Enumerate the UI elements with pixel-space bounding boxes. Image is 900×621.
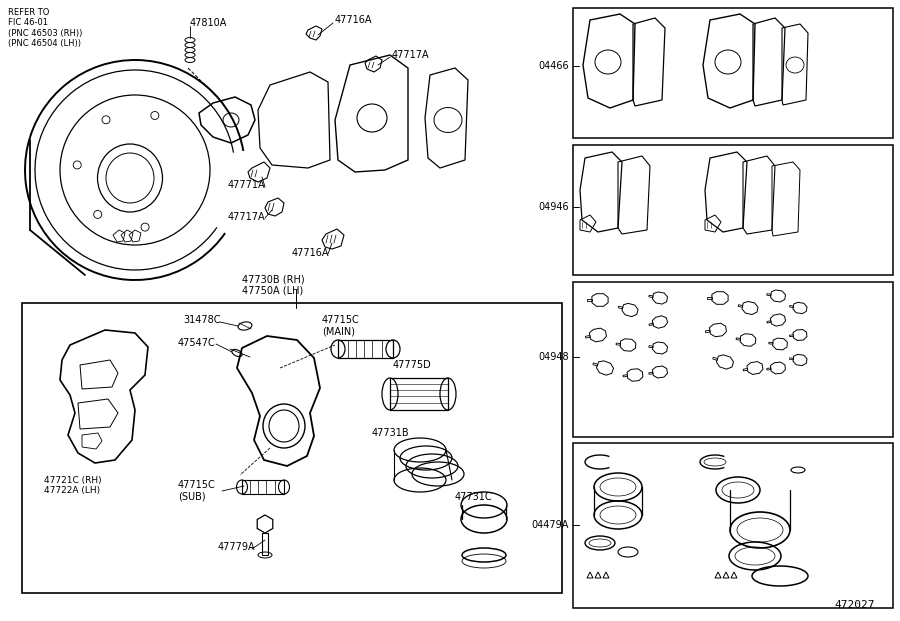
Bar [573,282,893,437]
Bar [262,533,268,555]
Text: 47779A: 47779A [218,542,256,552]
Text: 47717A: 47717A [228,212,266,222]
Text: 47731C: 47731C [455,492,492,502]
Text: 04946: 04946 [538,202,569,212]
Text: 47721C (RH)
47722A (LH): 47721C (RH) 47722A (LH) [44,476,102,496]
Bar [573,443,893,608]
Text: 472027: 472027 [834,600,875,610]
Text: 47717A: 47717A [392,50,429,60]
Text: 47771A: 47771A [228,180,266,190]
Bar [573,145,893,275]
Text: REFER TO
FIC 46-01
(PNC 46503 (RH))
(PNC 46504 (LH)): REFER TO FIC 46-01 (PNC 46503 (RH)) (PNC… [8,8,83,48]
Text: 04466: 04466 [538,61,569,71]
Text: 47775D: 47775D [393,360,432,370]
Bar [390,378,448,410]
Text: 47716A: 47716A [335,15,373,25]
Text: 31478C: 31478C [183,315,220,325]
Text: 47715C
(SUB): 47715C (SUB) [178,480,216,502]
Bar [22,303,562,593]
Text: 47730B (RH)
47750A (LH): 47730B (RH) 47750A (LH) [242,274,304,296]
Text: 47716A: 47716A [292,248,329,258]
Bar [573,8,893,138]
Text: 47810A: 47810A [190,18,228,28]
Text: 04479A: 04479A [532,520,569,530]
Bar [242,480,284,494]
Text: 04948: 04948 [538,352,569,362]
Text: 47715C
(MAIN): 47715C (MAIN) [322,315,360,337]
Text: 47731B: 47731B [372,428,410,438]
Text: 47547C: 47547C [178,338,216,348]
Bar [338,340,393,358]
